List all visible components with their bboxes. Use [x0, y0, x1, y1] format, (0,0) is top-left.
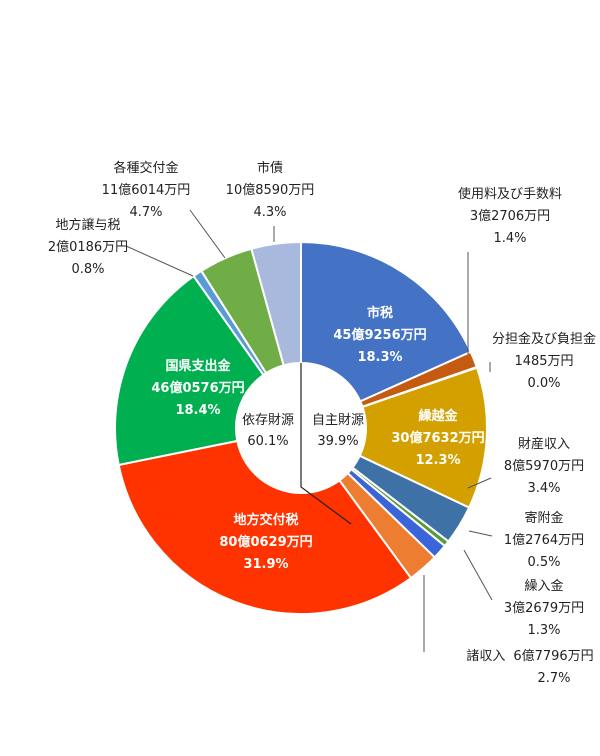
leader-line-5 [468, 530, 493, 537]
leader-line-10 [125, 245, 194, 277]
slice-amount-2: 1485万円 [514, 354, 573, 369]
slice-percent-9: 18.4% [175, 403, 220, 418]
slice-amount-5: 1億2764万円 [504, 532, 584, 548]
slice-amount-10: 2億0186万円 [48, 239, 128, 255]
slice-amount-3: 30億7632万円 [391, 430, 484, 446]
slice-percent-11: 4.7% [129, 205, 162, 220]
slice-amount-11: 11億6014万円 [102, 182, 191, 198]
slice-name-4: 財産収入 [518, 436, 570, 452]
slice-name-3: 繰越金 [418, 408, 458, 424]
center-label-percent-1: 39.9% [317, 434, 358, 449]
slice-name-0: 市税 [367, 305, 393, 321]
slice-amount-9: 46億0576万円 [151, 380, 244, 396]
center-label-percent-0: 60.1% [247, 434, 288, 449]
slice-amount-4: 8億5970万円 [504, 458, 584, 474]
slice-name-7: 諸収入 6億7796万円 [466, 648, 593, 664]
slice-name-9: 国県支出金 [165, 358, 231, 374]
leader-line-11 [189, 209, 226, 259]
slice-percent-5: 0.5% [527, 555, 560, 570]
slice-percent-8: 31.9% [243, 557, 288, 572]
center-label-name-0: 依存財源 [242, 413, 294, 428]
slice-name-10: 地方譲与税 [55, 217, 120, 233]
slice-percent-1: 1.4% [493, 231, 526, 246]
center-labels: 依存財源 60.1% 自主財源 39.9% [242, 413, 364, 449]
slice-percent-3: 12.3% [415, 453, 460, 468]
slice-name-5: 寄附金 [524, 510, 563, 526]
leader-line-4 [467, 477, 492, 489]
slice-amount-8: 80億0629万円 [219, 534, 312, 550]
slice-amount-1: 3億2706万円 [470, 208, 550, 224]
slice-name-8: 地方交付税 [233, 512, 298, 528]
donut-slice-12 [250, 240, 302, 367]
slice-name-12: 市債 [257, 160, 283, 176]
slice-labels: 市税 45億9256万円 18.3% 使用料及び手数料 3億2706万円 1.4% 分担金及… [48, 160, 596, 686]
donut-slice-0 [300, 240, 473, 403]
source-divider-line [300, 363, 352, 525]
slice-name-1: 使用料及び手数料 [458, 186, 562, 202]
slice-percent-12: 4.3% [253, 205, 286, 220]
donut-slice-8 [117, 439, 413, 615]
slice-percent-7: 2.7% [537, 671, 570, 686]
slice-percent-0: 18.3% [357, 350, 402, 365]
slice-amount-12: 10億8590万円 [226, 182, 315, 198]
slice-name-11: 各種交付金 [113, 160, 178, 176]
slice-name-6: 繰入金 [524, 578, 563, 594]
slice-percent-6: 1.3% [527, 623, 560, 638]
donut-slice-3 [358, 366, 488, 509]
slice-percent-4: 3.4% [527, 481, 560, 496]
slice-percent-10: 0.8% [71, 262, 104, 277]
donut-slices [114, 240, 488, 615]
slice-name-2: 分担金及び負担金 [492, 331, 596, 347]
slice-percent-2: 0.0% [527, 376, 560, 391]
leader-lines [125, 209, 493, 652]
slice-amount-6: 3億2679万円 [504, 600, 584, 616]
leader-line-6 [463, 549, 493, 601]
center-label-name-1: 自主財源 [312, 413, 364, 428]
slice-amount-0: 45億9256万円 [333, 327, 426, 343]
